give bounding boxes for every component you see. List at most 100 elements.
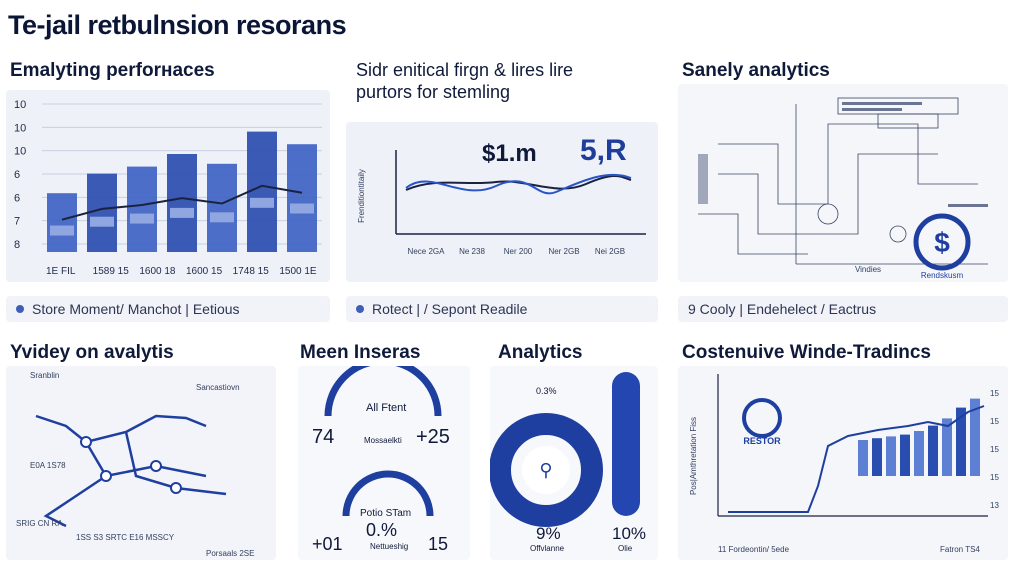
sidr-x-tick: Ne 238 <box>459 247 485 256</box>
vvidey-network-diagram: Sranblin E0A 1S78 SRIG CN RA Sancastiovn… <box>16 371 254 558</box>
costenuive-y-tick: 15 <box>990 417 999 426</box>
gauge-2-label: Potio STam <box>360 508 412 519</box>
sidr-series-dark <box>405 175 632 191</box>
sidr-footer-text: Rotect | / Sepont Readile <box>372 301 528 317</box>
perf-y-tick: 10 <box>14 146 26 158</box>
perf-bar-label-chip <box>170 207 194 218</box>
vvidey-panel[interactable]: Sranblin E0A 1S78 SRIG CN RA Sancastiovn… <box>6 366 276 560</box>
perf-x-tick: 1748 15 <box>233 266 270 277</box>
costenuive-y-label: Pos|Amthretation Fiss <box>689 417 698 495</box>
perf-bar <box>47 193 77 252</box>
analytics-right-value: 10% <box>612 524 647 543</box>
sanely-x-label: Vindies <box>855 265 881 274</box>
perf-bar <box>207 163 237 252</box>
perf-x-tick: 1600 15 <box>186 266 223 277</box>
sidr-x-tick: Ner 2GB <box>548 247 579 256</box>
costenuive-bar <box>900 434 910 476</box>
sidr-footer[interactable]: Rotect | / Sepont Readile <box>346 296 658 322</box>
restor-logo-text: RESTOR <box>743 436 781 446</box>
perf-bar-label-chip <box>130 213 154 224</box>
sanely-badge: Rendskusm <box>921 271 964 280</box>
sanely-footer[interactable]: 9 Cooly | Endehelect / Eactrus <box>678 296 1008 322</box>
costenuive-y-tick: 15 <box>990 389 999 398</box>
gauge-2-sub: Nettueshig <box>370 542 409 551</box>
restor-logo-ring <box>742 398 782 438</box>
gauge-2-right: 15 <box>428 534 449 554</box>
perf-x-tick: 1589 15 <box>93 266 130 277</box>
analytics-panel[interactable]: ⚲ 0.3% 9% Offvlanne 10% Olie <box>489 366 658 560</box>
costenuive-footer-left: 11 Fordeontin/ 5ede <box>718 545 790 554</box>
costenuive-bar <box>914 431 924 476</box>
perf-bar-label-chip <box>50 225 74 236</box>
costenuive-bar <box>886 436 896 476</box>
gauge-1-label: All Ftent <box>366 402 407 414</box>
meen-title: Meen Inseras <box>300 342 421 363</box>
perf-y-tick: 10 <box>14 99 26 111</box>
perf-y-tick: 6 <box>14 192 20 204</box>
perf-y-tick: 8 <box>14 239 20 251</box>
perf-bar-label-chip <box>290 203 314 214</box>
performance-bar-chart: 10 10 10 6 6 7 8 1E FIL 1589 15 1600 18 1600 15 17… <box>14 99 322 277</box>
sidr-big-value-1: $1.m <box>482 140 537 167</box>
gauge-2-value: 0.% <box>366 520 398 540</box>
costenuive-bar <box>942 418 952 476</box>
sidr-line-chart: Frenditiontitaily Nece 2GA Ne 238 Ner 200 N… <box>357 150 646 256</box>
perf-bar <box>287 144 317 252</box>
sanely-title: Sanely analytics <box>682 60 830 81</box>
costenuive-y-tick: 15 <box>990 445 999 454</box>
sanely-panel[interactable]: $ Vindies Rendskusm <box>678 84 1008 282</box>
costenuive-footer-right: Fatron TS4 <box>940 545 980 554</box>
costenuive-title: Costenuive Winde-Tradincs <box>682 342 931 363</box>
sidr-y-label: Frenditiontitaily <box>357 169 366 223</box>
sidr-series-blue <box>405 173 632 195</box>
analytics-left-sub: Offvlanne <box>530 544 565 553</box>
gauge-1-right: +25 <box>416 426 450 448</box>
sidr-subtitle: purtors for stemling <box>356 82 511 102</box>
meen-panel[interactable]: All Ftent 74 +25 Mossaelkti Potio STam 0… <box>298 357 470 560</box>
costenuive-bar <box>872 438 882 476</box>
donut-hole <box>522 446 570 494</box>
performance-footer-text: Store Moment/ Manchot | Eetious <box>32 301 240 317</box>
sidr-x-tick: Ner 200 <box>504 247 533 256</box>
costenuive-y-tick: 15 <box>990 473 999 482</box>
sidr-big-value-2: 5,R <box>580 134 627 167</box>
vvidey-title: Yvidey on avalytis <box>10 342 174 363</box>
costenuive-bar <box>956 407 966 476</box>
perf-bar-label-chip <box>90 216 114 227</box>
sanely-footer-text: 9 Cooly | Endehelect / Eactrus <box>688 301 877 317</box>
analytics-title: Analytics <box>498 342 583 363</box>
perf-bar-label-chip <box>210 212 234 223</box>
perf-bar <box>247 131 277 252</box>
costenuive-chart: Pos|Amthretation Fiss RESTOR 1515151513 … <box>689 374 999 554</box>
performance-chart-panel[interactable]: 10 10 10 6 6 7 8 1E FIL 1589 15 1600 18 1600 15 17… <box>6 90 330 282</box>
costenuive-bar <box>970 398 980 476</box>
dollar-icon: $ <box>934 227 950 258</box>
sidr-chart-panel[interactable]: $1.m 5,R Frenditiontitaily Nece 2GA Ne 23… <box>346 122 658 282</box>
sidr-x-tick: Nei 2GB <box>595 247 625 256</box>
performance-title: Emalyting perforнaces <box>10 60 215 81</box>
info-dot-icon <box>16 305 24 313</box>
performance-footer[interactable]: Store Moment/ Manchot | Eetious <box>6 296 330 322</box>
gauge-1-sub: Mossaelkti <box>364 436 402 445</box>
perf-x-tick: 1600 18 <box>139 266 176 277</box>
dollar-ring <box>913 213 971 271</box>
analytics-donut-chart: ⚲ <box>489 372 640 527</box>
vvidey-label-6: Porsaals 2SE <box>206 549 254 558</box>
analytics-right-sub: Olie <box>618 544 633 553</box>
perf-x-tick: 1500 1E <box>279 266 317 277</box>
sidr-x-tick: Nece 2GA <box>408 247 446 256</box>
perf-y-tick: 7 <box>14 216 20 228</box>
costenuive-y-tick: 13 <box>990 501 999 510</box>
costenuive-line <box>728 405 985 513</box>
perf-bar <box>127 166 157 252</box>
donut-top-value: 0.3% <box>536 386 557 396</box>
perf-bar <box>87 173 117 252</box>
sidr-title: Sidr enitical firgn & lires lire <box>356 60 574 80</box>
analytics-left-value: 9% <box>536 524 561 543</box>
vvidey-label-4: Sancastiovn <box>196 383 240 392</box>
costenuive-panel[interactable]: Pos|Amthretation Fiss RESTOR 15 15 15 15 13 … <box>678 366 1008 560</box>
perf-bar <box>167 154 197 252</box>
vvidey-label-1: Sranblin <box>30 371 59 380</box>
sanely-flow-diagram: $ Vindies Rendskusm <box>698 97 988 280</box>
vvidey-label-3: SRIG CN RA <box>16 519 63 528</box>
